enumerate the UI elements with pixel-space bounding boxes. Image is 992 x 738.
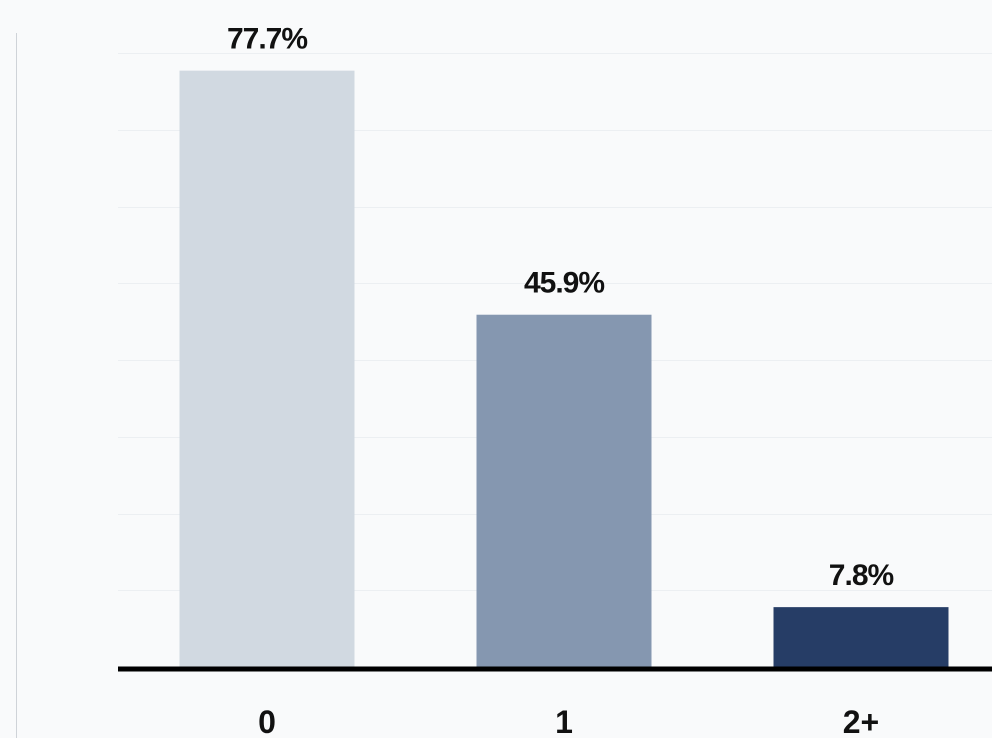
x-tick-label: 1 (555, 704, 573, 738)
x-tick-label: 2+ (843, 704, 879, 738)
bars (179, 70, 949, 668)
data-label: 77.7% (227, 23, 307, 56)
bar-0 (179, 70, 355, 668)
data-label: 45.9% (524, 267, 604, 300)
bar-2-plus (773, 607, 949, 667)
data-labels: 77.7% 45.9% 7.8% (227, 23, 895, 592)
x-tick-labels: 0 1 2+ (258, 704, 879, 738)
x-tick-label: 0 (258, 704, 276, 738)
left-divider (16, 33, 17, 738)
data-label: 7.8% (829, 559, 894, 592)
bar-1 (476, 314, 652, 667)
